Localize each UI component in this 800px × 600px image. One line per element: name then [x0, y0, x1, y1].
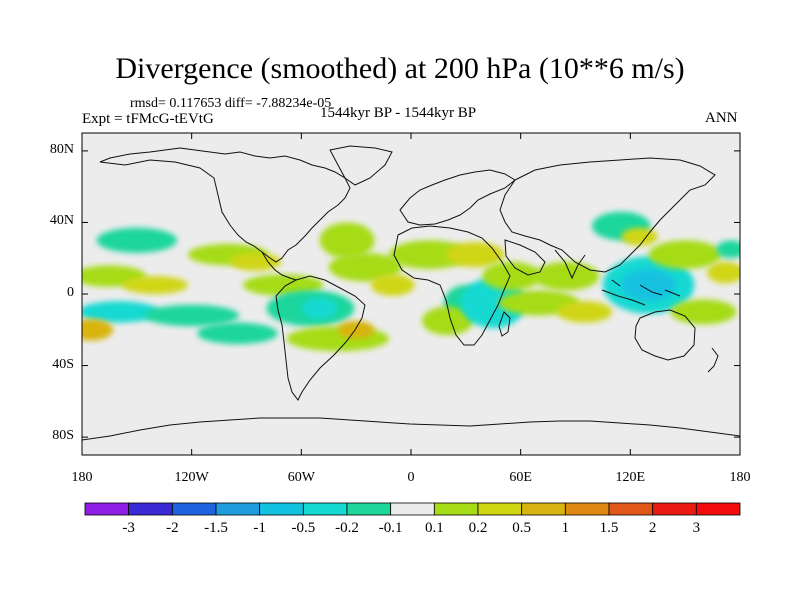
plot-title: Divergence (smoothed) at 200 hPa (10**6 …	[115, 52, 685, 85]
colorbar-label: -0.1	[378, 520, 403, 536]
lon-tick-label: 0	[407, 470, 415, 485]
field-blob	[716, 240, 740, 259]
period-label: 1544kyr BP - 1544kyr BP	[320, 105, 477, 121]
lon-tick-label: 180	[71, 470, 93, 485]
field-blob	[445, 242, 505, 268]
coastlines	[82, 145, 740, 441]
field-blob	[421, 306, 474, 336]
colorbar-label: 1	[561, 520, 570, 536]
colorbar-swatch	[215, 502, 261, 516]
coast-madagascar	[498, 311, 511, 337]
field-blob	[319, 222, 375, 259]
coast-central-america	[261, 251, 297, 281]
lat-tick-label: 40S	[52, 356, 74, 372]
colorbar-swatch	[346, 502, 392, 516]
colorbar-swatch	[695, 502, 741, 516]
coast-north-america	[99, 147, 351, 263]
colorbar-swatch	[302, 502, 348, 516]
experiment-label: Expt = tFMcG-tEVtG	[82, 111, 214, 127]
lon-tick-label: 120E	[615, 470, 646, 485]
lon-tick-label: 60E	[509, 470, 532, 485]
field-blob	[82, 301, 159, 323]
coast-antarctica	[82, 417, 740, 441]
colorbar-swatch	[652, 502, 697, 516]
season-label: ANN	[705, 110, 738, 126]
field-blob	[460, 277, 527, 328]
colorbar-label: -2	[166, 520, 179, 536]
colorbar-label: -0.2	[335, 520, 359, 536]
lat-tick-label: 80S	[52, 428, 74, 444]
coast-south-america	[275, 275, 366, 401]
coast-asia	[499, 157, 716, 273]
colorbar-swatch	[433, 502, 479, 516]
field-blob	[122, 276, 189, 294]
colorbar-swatch	[128, 502, 173, 516]
field-blob	[96, 227, 178, 253]
colorbar-swatch	[259, 502, 304, 516]
field-blob	[482, 261, 541, 291]
lon-tick-label: 120W	[174, 470, 209, 485]
field-blob	[82, 319, 114, 341]
coast-new-zealand	[707, 347, 719, 373]
colorbar-label: 0.5	[512, 520, 532, 536]
lat-tick-label: 40N	[49, 213, 74, 229]
colorbar-swatch	[477, 502, 523, 516]
colorbar-label: 0.1	[424, 520, 444, 536]
field-blob	[370, 274, 415, 296]
field-blob	[621, 227, 658, 246]
coast-europe	[399, 169, 516, 226]
colorbar-swatch	[521, 502, 566, 516]
colorbar-swatch	[564, 502, 610, 516]
lon-tick-label: 180	[729, 470, 751, 485]
colorbar-label: -1	[253, 520, 266, 536]
axis-ticks	[81, 133, 741, 455]
lat-tick-label: 0	[67, 285, 74, 300]
colorbar-label: -1.5	[204, 520, 228, 536]
colorbar-swatch	[608, 502, 654, 516]
field-blob	[707, 261, 740, 284]
colorbar-label: -3	[122, 520, 135, 536]
field-blob	[301, 297, 338, 320]
colorbar-swatch	[84, 502, 130, 516]
field-blob	[197, 322, 278, 345]
field-blob	[242, 274, 324, 296]
divergence-field	[82, 211, 740, 352]
coast-australia	[634, 309, 696, 361]
lon-tick-label: 60W	[287, 470, 315, 485]
colorbar-label: 1.5	[599, 520, 619, 536]
field-blob	[621, 268, 677, 302]
field-blob	[648, 240, 722, 269]
colorbar-swatch	[171, 502, 217, 516]
colorbar-label: 3	[692, 520, 701, 536]
colorbar-label: 0.2	[468, 520, 488, 536]
lat-tick-label: 80N	[49, 141, 74, 157]
coast-arabia-india	[504, 239, 586, 280]
field-blob	[144, 304, 240, 327]
rmsd-stats: rmsd= 0.117653 diff= -7.88234e-05	[130, 96, 332, 111]
colorbar-label: 2	[648, 520, 657, 536]
coast-africa	[393, 225, 511, 346]
field-blob	[557, 301, 613, 323]
field-blob	[533, 261, 600, 291]
colorbar	[84, 502, 741, 516]
field-blob	[328, 252, 402, 282]
colorbar-label: -0.5	[291, 520, 316, 536]
field-blob	[670, 299, 737, 325]
field-blob	[337, 320, 375, 339]
colorbar-swatch	[390, 502, 435, 516]
field-blob	[389, 240, 470, 269]
coast-indonesia	[601, 279, 681, 306]
coast-greenland	[329, 145, 393, 186]
